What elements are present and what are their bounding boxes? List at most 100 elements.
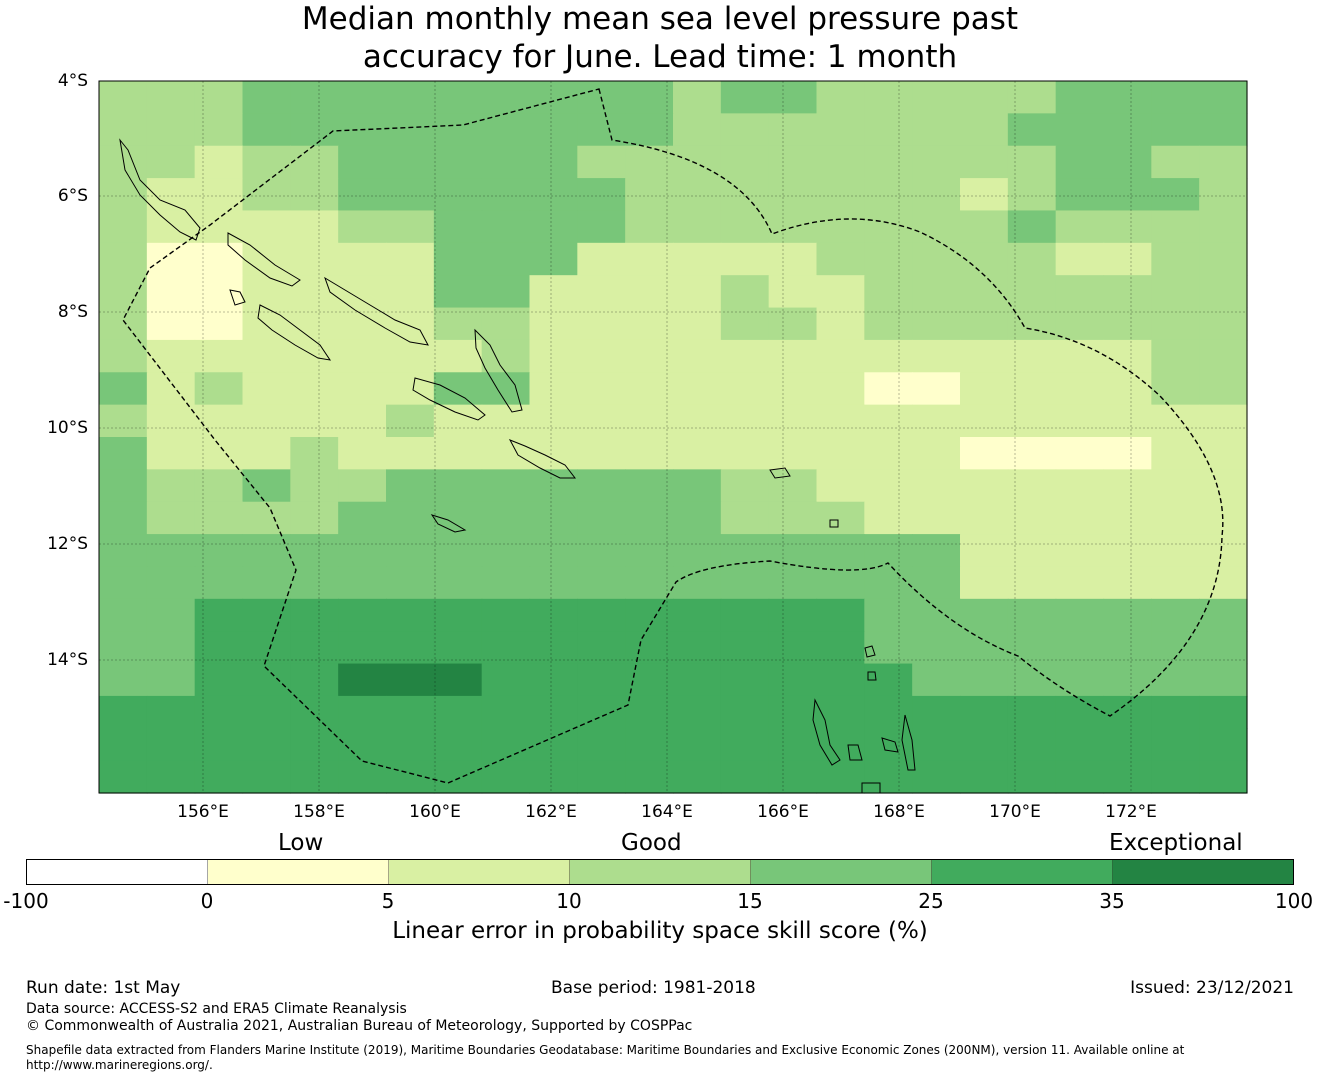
skill-cell — [960, 307, 1009, 341]
skill-cell — [1055, 566, 1105, 600]
skill-cell — [1151, 501, 1200, 535]
skill-cell — [99, 598, 148, 632]
colorbar-tick: 5 — [381, 889, 395, 913]
skill-cell — [338, 210, 387, 244]
skill-cell — [960, 760, 1009, 794]
island-outline — [430, 514, 467, 533]
skill-cell — [433, 437, 483, 470]
skill-cell — [386, 210, 435, 244]
skill-cell — [481, 210, 531, 244]
skill-cell — [960, 728, 1009, 762]
skill-cell — [290, 760, 339, 794]
skill-cell — [481, 404, 531, 438]
skill-cell — [720, 178, 770, 212]
skill-cell — [290, 437, 339, 470]
skill-cell — [529, 598, 578, 632]
skill-cell — [864, 113, 913, 147]
skill-cell — [816, 275, 865, 309]
skill-cell — [816, 113, 865, 147]
skill-cell — [1151, 178, 1200, 212]
island-outline — [829, 519, 839, 528]
skill-cell — [194, 534, 244, 568]
island-outline — [412, 377, 486, 421]
skill-cell — [529, 242, 578, 276]
skill-cell — [960, 210, 1009, 244]
island-outline — [847, 744, 863, 761]
skill-cell — [673, 81, 722, 114]
skill-cell — [960, 145, 1009, 179]
skill-cell — [481, 275, 531, 309]
shapefile-url[interactable]: http://www.marineregions.org/. — [26, 1058, 213, 1072]
skill-cell — [99, 307, 148, 341]
skill-cell — [433, 695, 483, 729]
skill-cell — [1103, 728, 1152, 762]
skill-cell — [242, 501, 291, 535]
skill-cell — [1199, 307, 1248, 341]
category-low: Low — [278, 830, 324, 856]
skill-cell — [768, 372, 818, 406]
skill-cell — [1151, 372, 1200, 406]
skill-cell — [194, 469, 244, 503]
skill-cell — [1007, 695, 1057, 729]
skill-cell — [433, 760, 483, 794]
skill-cell — [386, 113, 435, 147]
skill-cell — [625, 437, 674, 470]
skill-cell — [720, 145, 770, 179]
skill-cell — [768, 113, 818, 147]
skill-cell — [242, 113, 291, 147]
skill-cell — [386, 81, 435, 114]
skill-cell — [1151, 663, 1200, 697]
skill-cell — [529, 631, 578, 665]
island-outline — [324, 276, 429, 346]
copyright: © Commonwealth of Australia 2021, Austra… — [26, 1018, 693, 1034]
skill-cell — [433, 178, 483, 212]
skill-cell — [290, 113, 339, 147]
skill-cell — [577, 631, 626, 665]
skill-cell — [338, 534, 387, 568]
skill-cell — [768, 242, 818, 276]
skill-cell — [1103, 113, 1152, 147]
skill-cell — [1103, 566, 1152, 600]
shapefile-credit: Shapefile data extracted from Flanders M… — [26, 1043, 1185, 1057]
skill-cell — [720, 404, 770, 438]
skill-cell — [864, 275, 913, 309]
skill-cell — [194, 598, 244, 632]
lat-label: 6°S — [57, 186, 88, 206]
skill-cell — [1199, 631, 1248, 665]
skill-cell — [242, 210, 291, 244]
skill-cell — [673, 242, 722, 276]
skill-cell — [146, 210, 196, 244]
skill-cell — [768, 307, 818, 341]
skill-cell — [864, 566, 913, 600]
skill-cell — [625, 372, 674, 406]
skill-cell — [816, 598, 865, 632]
skill-cell — [529, 695, 578, 729]
skill-cell — [1055, 663, 1105, 697]
skill-cell — [625, 404, 674, 438]
skill-cell — [1199, 534, 1248, 568]
skill-cell — [960, 663, 1009, 697]
skill-cell — [720, 663, 770, 697]
skill-cell — [386, 307, 435, 341]
skill-cell — [1199, 760, 1248, 794]
skill-cell — [960, 598, 1009, 632]
skill-cell — [433, 663, 483, 697]
skill-cell — [816, 695, 865, 729]
skill-cell — [146, 663, 196, 697]
skill-cell — [673, 728, 722, 762]
lon-label: 164°E — [641, 802, 693, 822]
skill-cell — [673, 663, 722, 697]
skill-cell — [1007, 501, 1057, 535]
skill-cell — [99, 275, 148, 309]
skill-cell — [1199, 728, 1248, 762]
skill-cell — [1103, 534, 1152, 568]
skill-cell — [864, 631, 913, 665]
skill-cell — [1151, 113, 1200, 147]
skill-cell — [1103, 372, 1152, 406]
skill-cell — [625, 178, 674, 212]
skill-cell — [194, 566, 244, 600]
skill-cell — [1199, 663, 1248, 697]
skill-cell — [433, 469, 483, 503]
skill-cell — [912, 437, 961, 470]
skill-cell — [1007, 663, 1057, 697]
